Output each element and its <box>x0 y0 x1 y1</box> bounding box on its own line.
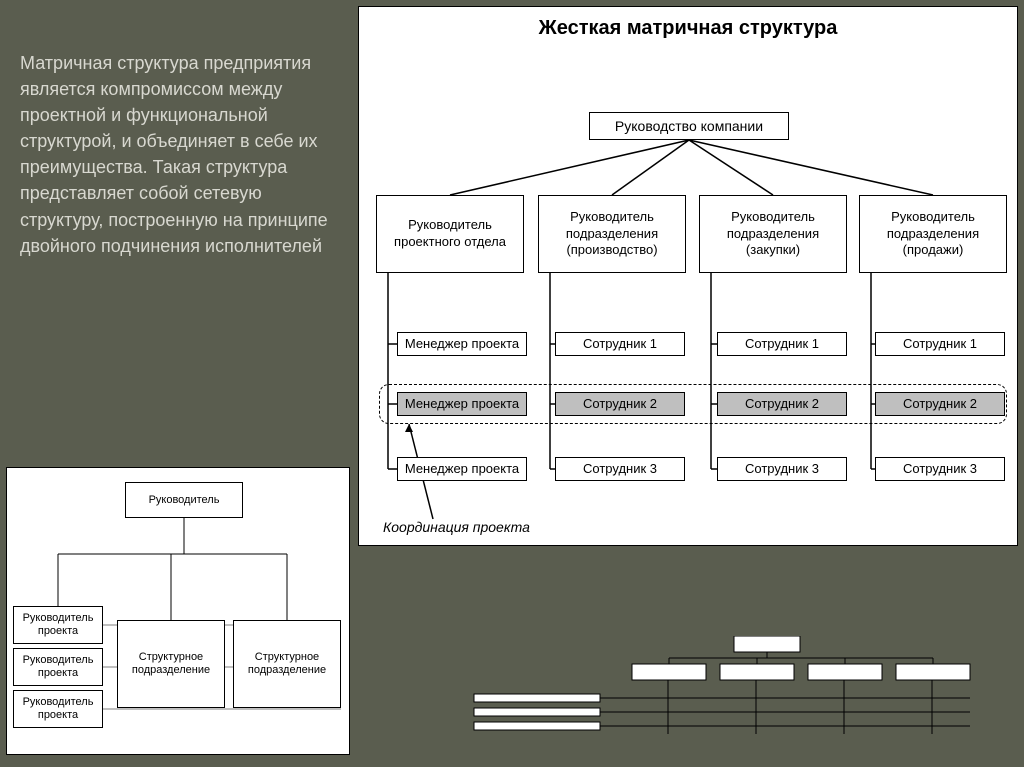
employee-box: Сотрудник 3 <box>717 457 847 481</box>
coordination-label: Координация проекта <box>383 519 530 535</box>
employee-box: Сотрудник 3 <box>875 457 1005 481</box>
small-pm-box: Руководитель проекта <box>13 606 103 644</box>
main-diagram-panel: Жесткая матричная структура Руководство … <box>358 6 1018 546</box>
skeleton-lines <box>440 636 1000 756</box>
description-text: Матричная структура предприятия является… <box>20 50 340 259</box>
employee-box: Сотрудник 3 <box>555 457 685 481</box>
department-box: Руководитель проектного отдела <box>376 195 524 273</box>
main-diagram-title: Жесткая матричная структура <box>359 17 1017 40</box>
skeleton-diagram <box>440 636 1000 756</box>
project-manager-box: Менеджер проекта <box>397 392 527 416</box>
department-box: Руководитель подразделения (производство… <box>538 195 686 273</box>
department-box: Руководитель подразделения (закупки) <box>699 195 847 273</box>
project-manager-box: Менеджер проекта <box>397 457 527 481</box>
employee-box: Сотрудник 1 <box>875 332 1005 356</box>
department-box: Руководитель подразделения (продажи) <box>859 195 1007 273</box>
small-unit-box: Структурное подразделение <box>233 620 341 708</box>
small-director-box: Руководитель <box>125 482 243 518</box>
employee-box: Сотрудник 2 <box>875 392 1005 416</box>
employee-box: Сотрудник 1 <box>555 332 685 356</box>
employee-box: Сотрудник 2 <box>717 392 847 416</box>
project-manager-box: Менеджер проекта <box>397 332 527 356</box>
small-pm-box: Руководитель проекта <box>13 690 103 728</box>
small-pm-box: Руководитель проекта <box>13 648 103 686</box>
small-diagram-panel: Руководитель Руководитель проекта Руководи… <box>6 467 350 755</box>
small-unit-box: Структурное подразделение <box>117 620 225 708</box>
top-management-box: Руководство компании <box>589 112 789 140</box>
employee-box: Сотрудник 1 <box>717 332 847 356</box>
employee-box: Сотрудник 2 <box>555 392 685 416</box>
